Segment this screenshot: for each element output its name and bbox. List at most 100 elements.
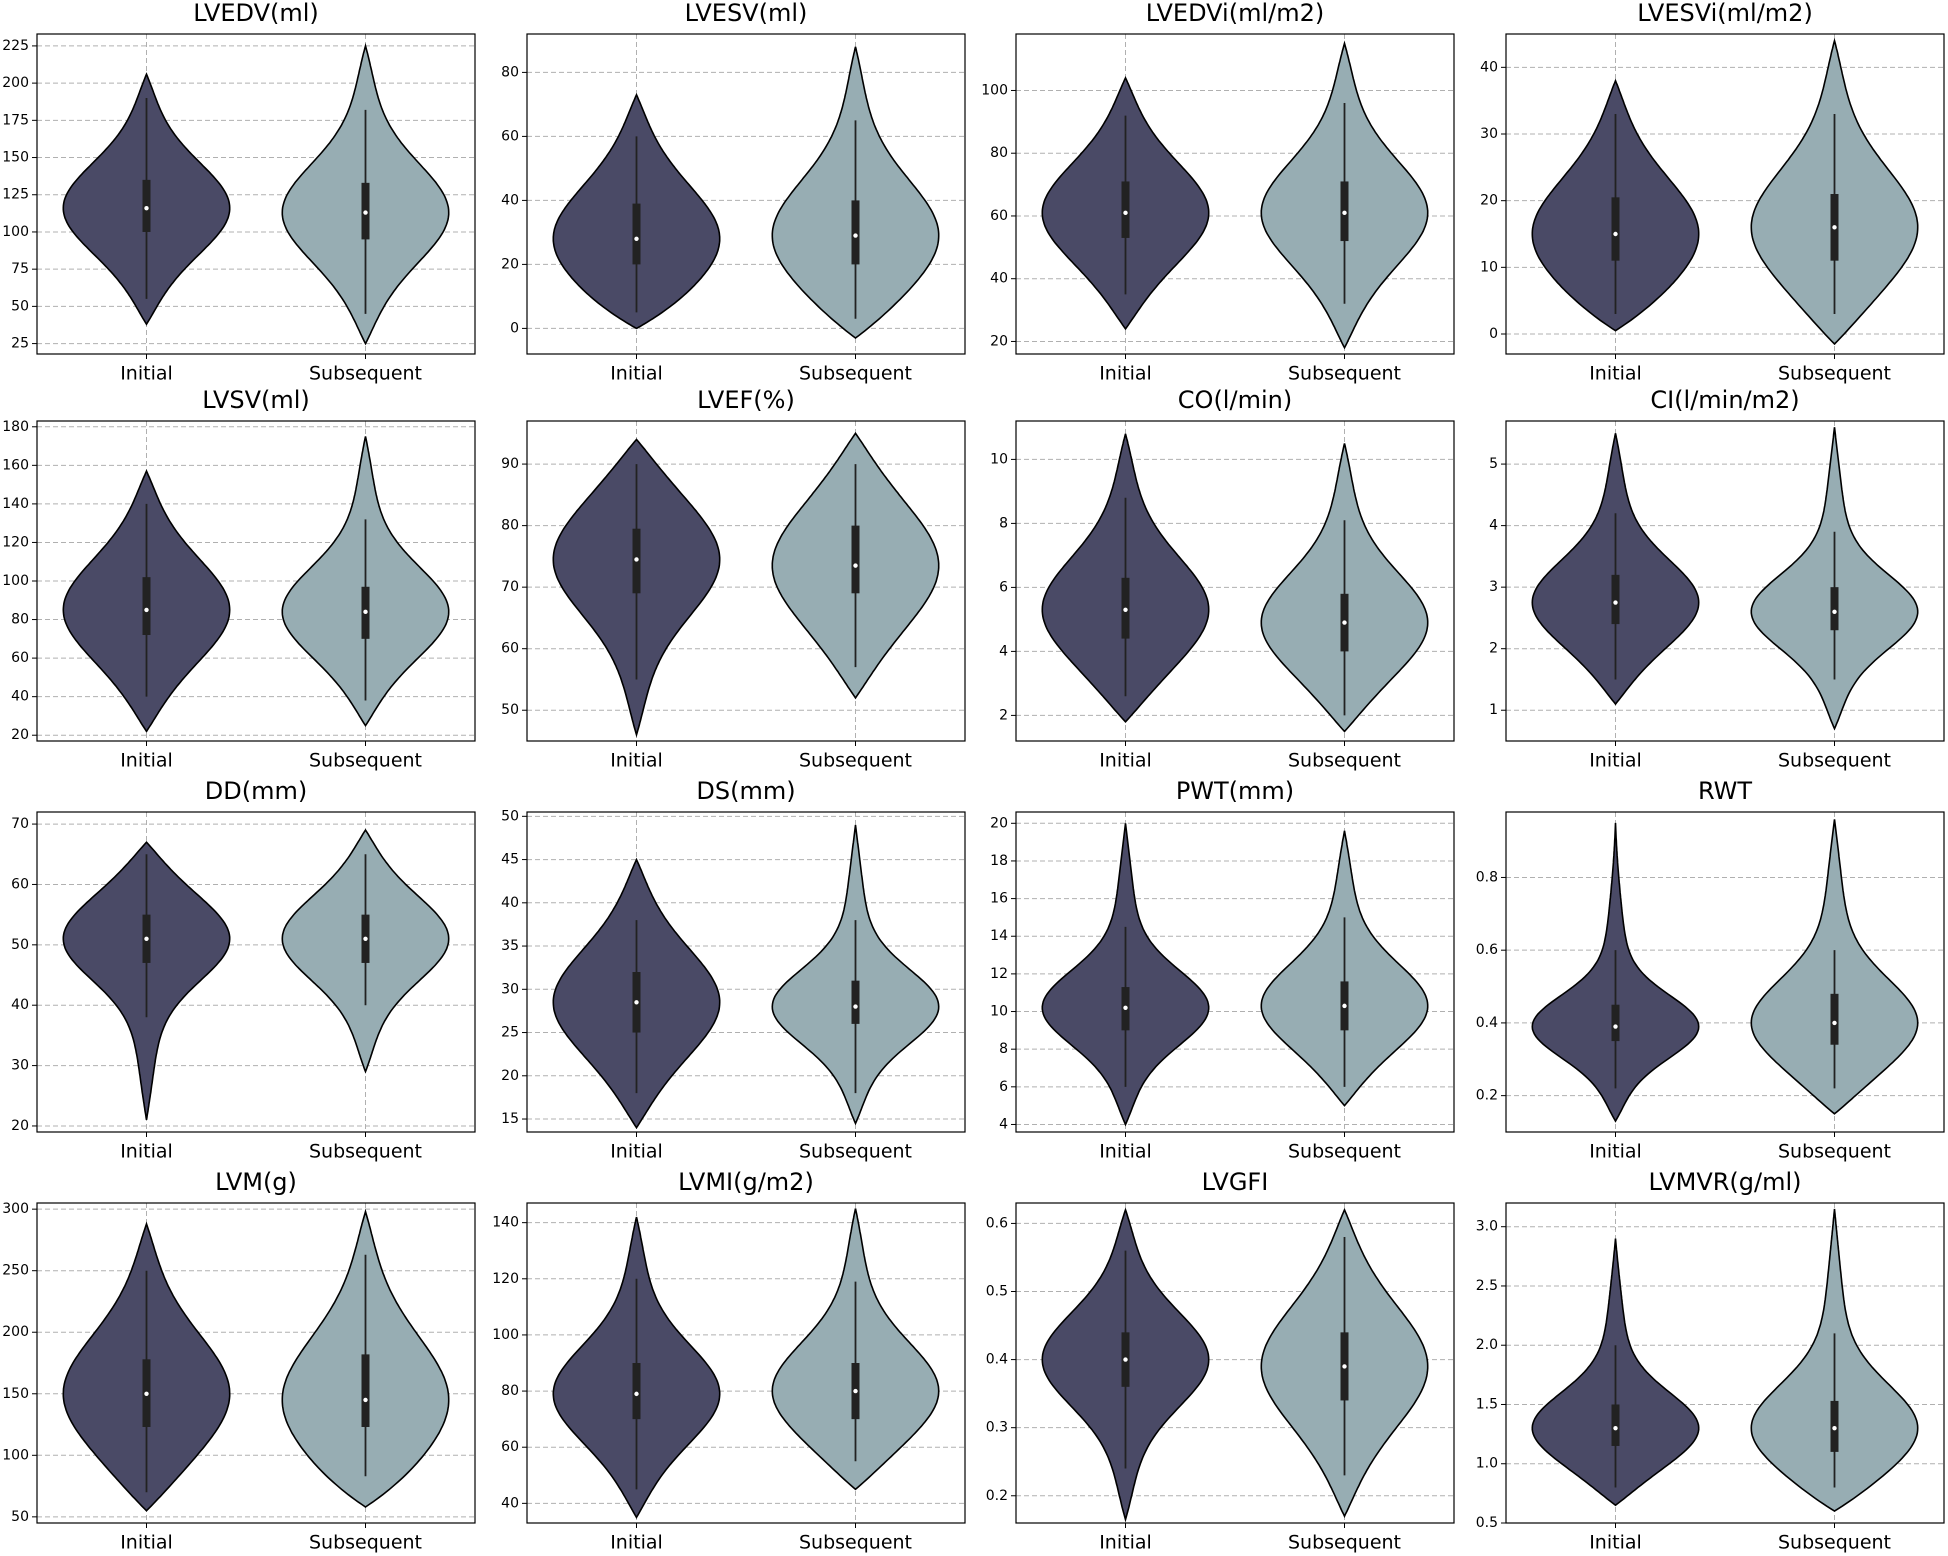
x-tick-label: Initial	[120, 1141, 173, 1163]
y-tick-label: 6	[999, 1079, 1008, 1095]
subplot: 0.2 0.3 0.4 0.5 0.6 Initial Subsequent LVGFI	[986, 1168, 1455, 1554]
y-tick-label: 80	[990, 145, 1008, 161]
x-tick-label: Subsequent	[799, 363, 912, 385]
y-tick-label: 80	[501, 1383, 519, 1399]
chart-title: PWT(mm)	[1176, 777, 1294, 805]
y-tick-label: 100	[981, 82, 1008, 98]
iqr-box	[1830, 993, 1839, 1045]
subplot: 4 6 8 10 12 14 16 18 20 Initial Subsequent PWT(mm)	[990, 777, 1455, 1163]
y-tick-label: 15	[501, 1111, 519, 1127]
y-tick-label: 4	[1489, 518, 1498, 534]
y-tick-label: 50	[11, 1509, 29, 1525]
y-tick-label: 14	[990, 928, 1008, 944]
x-tick-label: Initial	[1589, 1532, 1642, 1554]
median-dot	[363, 936, 368, 941]
y-tick-label: 40	[1480, 59, 1498, 75]
iqr-box	[1121, 181, 1130, 238]
subplot: 50 60 70 80 90 Initial Subsequent LVEF(%)	[501, 386, 966, 772]
y-tick-label: 0.8	[1476, 869, 1498, 885]
y-tick-label: 225	[2, 38, 29, 54]
median-dot	[144, 205, 149, 211]
subplot: 20 40 60 80 100 Initial Subsequent LVEDVi(ml/m2…	[981, 0, 1455, 385]
median-dot	[1613, 1024, 1618, 1029]
iqr-box	[851, 200, 860, 265]
y-tick-label: 40	[11, 689, 29, 705]
x-tick-label: Initial	[120, 750, 173, 772]
y-tick-label: 40	[501, 895, 519, 911]
chart-title: LVEF(%)	[697, 386, 795, 414]
x-tick-label: Subsequent	[799, 750, 912, 772]
y-tick-label: 150	[2, 150, 29, 166]
subplot: 50 100 150 200 250 300 Initial Subsequent LVM(g)	[2, 1168, 476, 1554]
axes-frame	[1015, 33, 1455, 355]
iqr-box	[1611, 1004, 1620, 1042]
y-tick-label: 8	[999, 1041, 1008, 1057]
y-tick-label: 50	[501, 808, 519, 824]
y-tick-label: 6	[999, 579, 1008, 595]
y-tick-label: 50	[501, 702, 519, 718]
subplot: 0.2 0.4 0.6 0.8 Initial Subsequent RWT	[1476, 777, 1945, 1163]
axes-frame	[1505, 33, 1945, 355]
axes-frame	[1505, 1202, 1945, 1524]
chart-title: LVGFI	[1202, 1168, 1269, 1196]
median-dot	[1342, 1364, 1347, 1369]
x-tick-label: Initial	[1589, 750, 1642, 772]
axes-frame	[36, 811, 476, 1133]
x-tick-label: Subsequent	[1778, 1141, 1891, 1163]
iqr-box	[142, 577, 151, 635]
y-tick-label: 40	[501, 192, 519, 208]
median-dot	[1123, 1357, 1128, 1362]
y-tick-label: 35	[501, 938, 519, 954]
subplot: 15 20 25 30 35 40 45 50 Initial Subsequent DS(mm)	[501, 777, 966, 1163]
y-tick-label: 250	[2, 1263, 29, 1279]
y-tick-label: 20	[501, 256, 519, 272]
x-tick-label: Subsequent	[1778, 750, 1891, 772]
median-dot	[853, 563, 858, 568]
y-tick-label: 0.4	[1476, 1015, 1498, 1031]
y-tick-label: 2	[1489, 641, 1498, 657]
y-tick-label: 60	[11, 876, 29, 892]
chart-title: LVESVi(ml/m2)	[1637, 0, 1813, 27]
subplot: 20 40 60 80 100 120 140 160 180 Initial Subsequent…	[2, 386, 476, 772]
y-tick-label: 4	[999, 643, 1008, 659]
chart-title: LVMI(g/m2)	[678, 1168, 814, 1196]
y-tick-label: 0.4	[986, 1352, 1008, 1368]
y-tick-label: 4	[999, 1116, 1008, 1132]
axes-frame	[36, 33, 476, 355]
x-tick-label: Subsequent	[1778, 363, 1891, 385]
y-tick-label: 100	[2, 224, 29, 240]
y-tick-label: 25	[501, 1025, 519, 1041]
chart-title: LVSV(ml)	[202, 386, 310, 414]
median-dot	[1832, 609, 1837, 614]
chart-title: LVM(g)	[215, 1168, 297, 1196]
median-dot	[363, 609, 368, 615]
y-tick-label: 10	[990, 451, 1008, 467]
y-tick-label: 200	[2, 75, 29, 91]
chart-title: LVEDVi(ml/m2)	[1146, 0, 1324, 27]
y-tick-label: 0.6	[986, 1215, 1008, 1231]
median-dot	[144, 936, 149, 941]
y-tick-label: 150	[2, 1386, 29, 1402]
x-tick-label: Initial	[610, 1532, 663, 1554]
axes-frame	[526, 811, 966, 1133]
median-dot	[634, 557, 639, 562]
y-tick-label: 0	[510, 320, 519, 336]
chart-title: DD(mm)	[205, 777, 307, 805]
y-tick-label: 175	[2, 112, 29, 128]
median-dot	[634, 1391, 639, 1397]
x-tick-label: Initial	[610, 363, 663, 385]
y-tick-label: 140	[2, 496, 29, 512]
chart-title: RWT	[1698, 777, 1752, 805]
y-tick-label: 60	[501, 641, 519, 657]
axes-frame	[36, 1202, 476, 1524]
median-dot	[1123, 210, 1128, 216]
subplot: 40 60 80 100 120 140 Initial Subsequent LVMI(g/m…	[492, 1168, 966, 1554]
chart-title: LVEDV(ml)	[193, 0, 319, 27]
iqr-box	[1830, 587, 1839, 631]
y-tick-label: 30	[501, 981, 519, 997]
x-tick-label: Initial	[1589, 363, 1642, 385]
y-tick-label: 10	[990, 1004, 1008, 1020]
y-tick-label: 40	[990, 271, 1008, 287]
y-tick-label: 8	[999, 515, 1008, 531]
median-dot	[1613, 1425, 1618, 1431]
